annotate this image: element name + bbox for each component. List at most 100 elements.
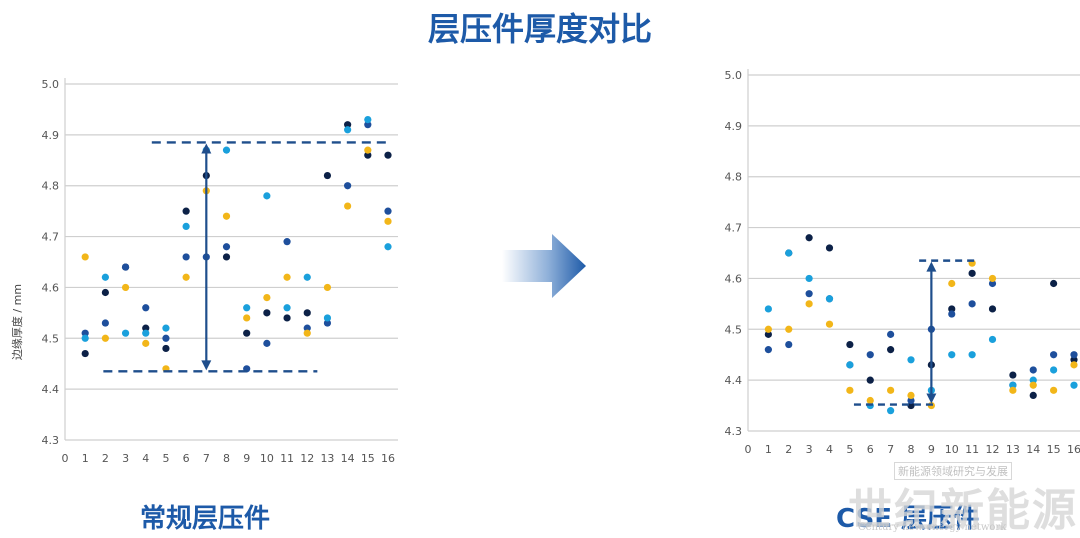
x-tick-label: 10 [260, 452, 274, 465]
watermark-tagline: 新能源领域研究与发展 [894, 462, 1012, 480]
data-point [222, 212, 231, 220]
caption-cse: CSE 层压件 [836, 504, 980, 534]
data-point [162, 344, 170, 353]
data-point [303, 324, 311, 332]
x-tick-label: 9 [243, 452, 250, 465]
data-point [1009, 381, 1017, 389]
x-tick-label: 4 [826, 443, 833, 456]
data-point [846, 340, 854, 349]
data-point [283, 273, 291, 281]
x-tick-label: 5 [846, 443, 853, 456]
y-tick-label: 5.0 [725, 69, 743, 82]
x-tick-label: 2 [785, 443, 792, 456]
data-point [384, 243, 392, 251]
data-point [1070, 381, 1078, 389]
data-point [968, 300, 976, 308]
data-point [263, 192, 271, 200]
range-arrow-head-up [926, 261, 937, 272]
data-point [222, 253, 231, 261]
data-point [764, 325, 772, 333]
data-point [866, 396, 874, 405]
data-point [948, 305, 956, 313]
data-point [142, 324, 150, 332]
y-tick-label: 4.8 [725, 171, 743, 184]
data-point [323, 319, 332, 327]
right-arrow-icon [502, 234, 586, 298]
data-point [1050, 351, 1058, 359]
data-point [283, 238, 291, 246]
data-point [968, 269, 976, 277]
x-tick-label: 11 [965, 443, 979, 456]
x-tick-label: 16 [1067, 443, 1080, 456]
data-point [364, 121, 372, 129]
data-point [1070, 356, 1078, 364]
y-tick-label: 4.7 [725, 222, 743, 235]
data-point [907, 401, 915, 410]
watermark-logo: 世纪新能源网 [848, 485, 1080, 536]
data-point [121, 329, 130, 337]
data-point [101, 288, 109, 297]
data-point [887, 330, 895, 338]
data-point [1029, 391, 1037, 399]
x-tick-label: 0 [62, 452, 69, 465]
y-tick-label: 4.4 [42, 383, 60, 396]
y-tick-label: 4.3 [42, 434, 60, 447]
data-point [283, 314, 291, 322]
x-tick-label: 3 [122, 452, 129, 465]
data-point [283, 304, 291, 312]
data-point [121, 263, 130, 271]
data-point [866, 351, 874, 359]
data-point [142, 339, 150, 347]
data-point [988, 274, 997, 283]
data-point [323, 283, 332, 292]
data-point [1050, 279, 1058, 288]
data-point [887, 386, 895, 394]
data-point [1029, 366, 1037, 374]
data-point [825, 320, 834, 328]
x-tick-label: 15 [1047, 443, 1061, 456]
data-point [805, 274, 813, 283]
data-point [263, 339, 271, 347]
data-point [142, 329, 150, 337]
range-arrow-head-down [201, 360, 212, 371]
data-point [323, 314, 332, 322]
data-point [805, 290, 813, 298]
x-tick-label: 15 [361, 452, 375, 465]
data-point [182, 222, 190, 230]
x-tick-label: 12 [300, 452, 314, 465]
y-tick-label: 4.5 [725, 323, 743, 336]
data-point [764, 330, 772, 338]
data-point [948, 351, 956, 359]
data-point [887, 407, 895, 415]
y-tick-label: 4.8 [42, 180, 60, 193]
data-point [1009, 371, 1017, 379]
x-tick-label: 7 [203, 452, 210, 465]
data-point [968, 351, 976, 359]
data-point [101, 334, 109, 342]
data-point [1050, 386, 1058, 394]
data-point [182, 207, 190, 215]
data-point [384, 151, 392, 159]
data-point [825, 295, 834, 303]
data-point [1050, 366, 1058, 374]
x-tick-label: 12 [986, 443, 1000, 456]
data-point [1070, 351, 1078, 359]
range-arrow-head-up [201, 143, 212, 154]
x-tick-label: 10 [945, 443, 959, 456]
data-point [805, 300, 813, 308]
data-point [866, 376, 874, 384]
data-point [1029, 381, 1037, 389]
y-tick-label: 4.9 [42, 129, 60, 142]
data-point [101, 319, 109, 327]
data-point [243, 329, 251, 337]
data-point [764, 346, 772, 354]
x-tick-label: 7 [887, 443, 894, 456]
x-tick-label: 14 [341, 452, 355, 465]
data-point [384, 217, 392, 225]
data-point [263, 309, 271, 317]
data-point [222, 243, 231, 251]
data-point [887, 346, 895, 354]
x-tick-label: 8 [908, 443, 915, 456]
data-point [344, 126, 352, 134]
x-tick-label: 1 [765, 443, 772, 456]
